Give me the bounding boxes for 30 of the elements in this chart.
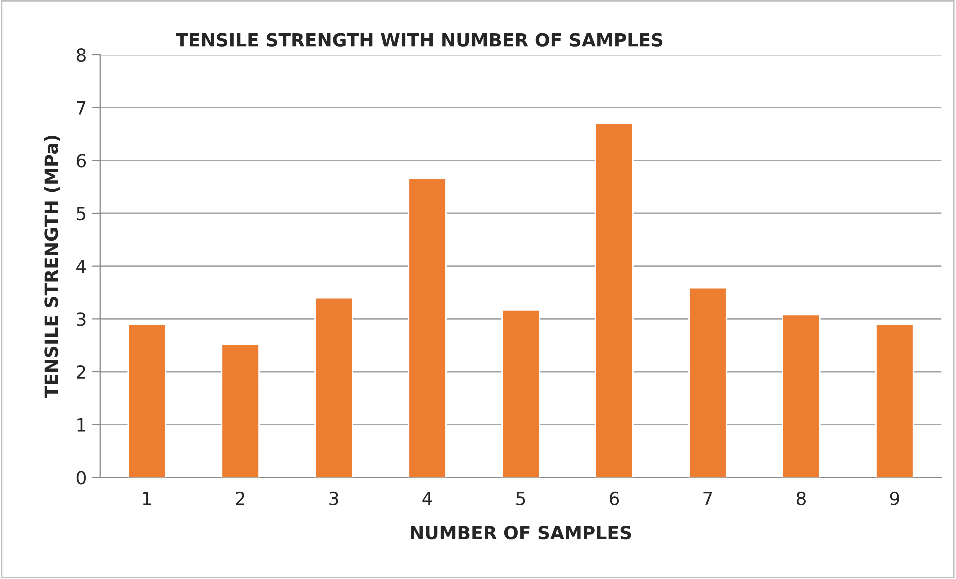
bar [595,122,634,478]
y-tick-label: 2 [77,365,86,379]
bar [128,324,167,478]
bar [502,309,540,478]
y-tick-label: 8 [76,48,86,62]
bar [221,344,260,478]
chart-title: TENSILE STRENGTH WITH NUMBER OF SAMPLES [176,33,663,47]
y-tick-label: 3 [77,312,86,326]
x-tick-label: 4 [422,492,432,506]
x-tick-label: 8 [796,492,806,506]
bar [876,324,914,478]
bar [688,287,728,478]
y-tick-label: 1 [78,418,86,432]
y-tick-label: 6 [76,154,86,168]
x-tick-label: 6 [610,492,620,506]
x-tick-label: 7 [704,492,712,506]
x-axis-title: NUMBER OF SAMPLES [411,526,632,540]
y-tick-label: 0 [76,471,86,485]
x-tick-label: 2 [236,492,245,506]
y-axis-title: TENSILE STRENGTH (MPa) [44,136,60,398]
x-tick-label: 5 [516,492,526,506]
bar [782,314,821,478]
x-tick-label: 1 [143,492,152,506]
y-tick-label: 5 [77,207,86,221]
x-tick-label: 9 [890,492,900,506]
x-tick-label: 3 [330,492,338,506]
y-tick-label: 4 [76,260,86,274]
bar [314,297,354,478]
bar [408,178,447,478]
y-tick-label: 7 [77,102,86,115]
